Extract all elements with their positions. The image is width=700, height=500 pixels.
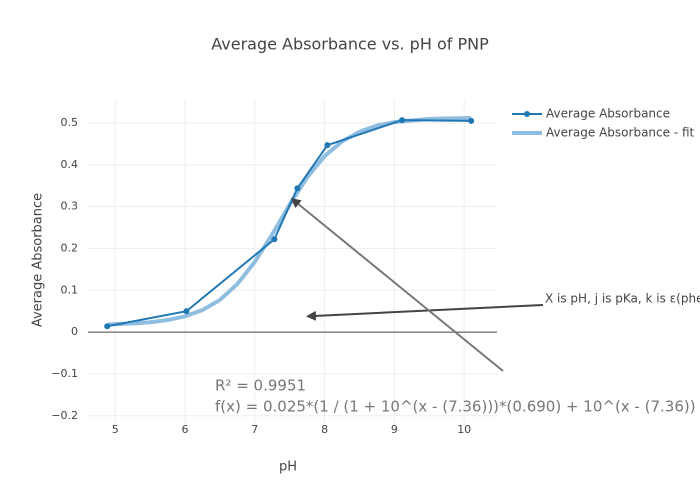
y-tick-label: −0.1: [51, 367, 78, 380]
x-axis-label: pH: [279, 460, 297, 475]
point: [468, 117, 475, 124]
y-tick-label: 0.1: [61, 283, 79, 296]
chart-title: Average Absorbance vs. pH of PNP: [211, 35, 489, 54]
legend-label: Average Absorbance - fit: [546, 126, 695, 140]
point: [271, 236, 278, 243]
y-tick-label: −0.2: [51, 409, 78, 422]
annotation: f(x) = 0.025*(1 / (1 + 10^(x - (7.36)))*…: [215, 398, 700, 416]
y-tick-label: 0: [71, 325, 78, 338]
x-tick-label: 9: [391, 423, 398, 436]
point: [324, 142, 331, 149]
annotation: R² = 0.9951: [215, 377, 306, 395]
x-tick-label: 5: [112, 423, 119, 436]
y-tick-label: 0.5: [61, 116, 79, 129]
point: [399, 117, 406, 124]
point: [183, 308, 190, 315]
y-tick-label: 0.3: [61, 200, 79, 213]
x-tick-label: 6: [182, 423, 189, 436]
y-tick-label: 0.4: [61, 158, 79, 171]
annotation: X is pH, j is pKa, k is ε(pheno: [545, 292, 700, 306]
legend-marker: [524, 111, 530, 117]
line: [108, 115, 472, 327]
line: [107, 119, 472, 328]
y-tick-label: 0.2: [61, 241, 79, 254]
point: [104, 323, 111, 330]
x-tick-label: 7: [251, 423, 258, 436]
annotation-arrow: [290, 197, 504, 372]
y-axis-label: Average Absorbance: [31, 193, 46, 327]
legend-label: Average Absorbance: [546, 107, 670, 121]
point: [294, 185, 301, 192]
x-tick-label: 8: [321, 423, 328, 436]
x-tick-label: 10: [457, 423, 471, 436]
